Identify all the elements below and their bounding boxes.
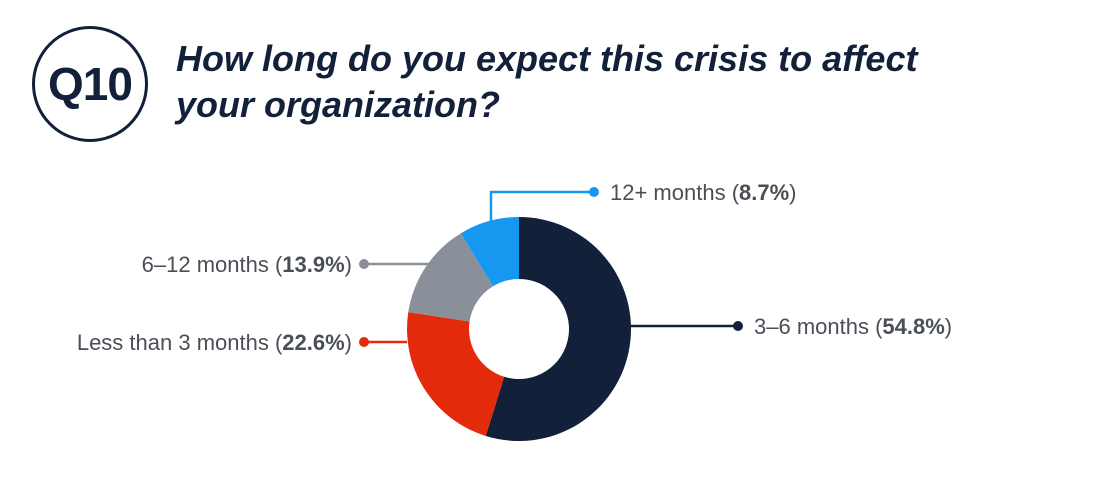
leader-line-m12p [489, 190, 594, 221]
label-m6_12: 6–12 months (13.9%) [142, 252, 352, 277]
donut-slices [407, 217, 631, 441]
label-m3_6: 3–6 months (54.8%) [754, 314, 952, 339]
leader-dot-lt3 [359, 337, 369, 347]
slice-labels: 3–6 months (54.8%) Less than 3 months (22… [77, 180, 952, 355]
leader-dot-m3_6 [733, 321, 743, 331]
label-lt3: Less than 3 months (22.6%) [77, 330, 352, 355]
slice-m12p [460, 217, 519, 287]
slice-m6_12 [408, 233, 494, 322]
leader-dot-m12p [589, 187, 599, 197]
question-title: How long do you expect this crisis to af… [176, 38, 918, 125]
leader-lines [359, 187, 743, 347]
leader-dot-m6_12 [359, 259, 369, 269]
label-m12p: 12+ months (8.7%) [610, 180, 797, 205]
question-number: Q10 [48, 58, 133, 110]
slice-lt3 [407, 312, 505, 436]
question-number-badge: Q10 [32, 26, 148, 142]
slice-m3_6 [485, 217, 631, 441]
